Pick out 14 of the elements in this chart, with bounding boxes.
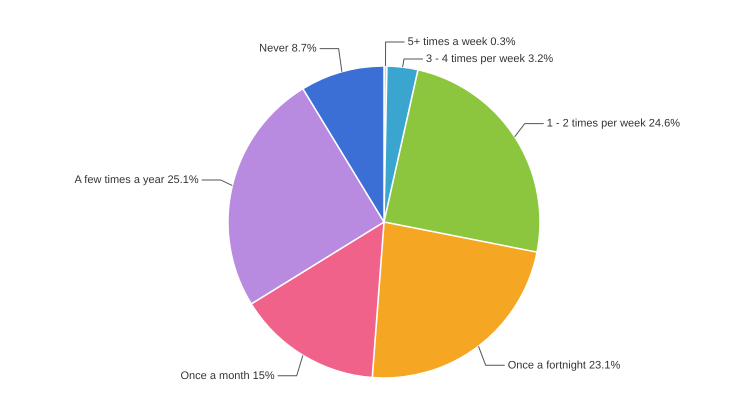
data-label: 24.6% (648, 118, 680, 130)
data-label: 0.3% (490, 36, 516, 48)
data-label: 8.7% (292, 42, 317, 55)
data-label: 23.1% (589, 359, 620, 372)
slice-label: 1 - 2 times per week (546, 118, 646, 130)
data-label: 25.1% (167, 174, 199, 186)
slice-label: Once a fortnight (508, 359, 586, 372)
data-label: 3.2% (528, 53, 554, 66)
slice-label: A few times a year (74, 174, 165, 186)
slice-label: Once a month (180, 370, 250, 382)
data-label: 15% (252, 370, 275, 382)
slice-label: 3 - 4 times per week (426, 53, 526, 66)
slice-label: 5+ times a week (408, 36, 488, 48)
slice-label: Never (259, 42, 289, 55)
